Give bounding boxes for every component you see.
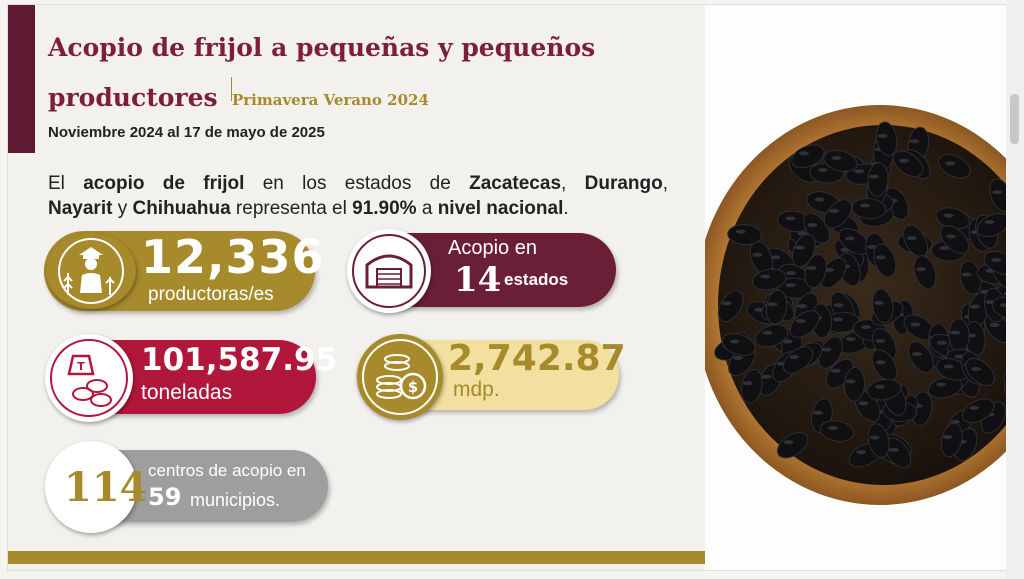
states-line1: Acopio en [448, 237, 537, 259]
intro-paragraph: El acopio de frijol en los estados de Za… [48, 173, 669, 219]
title-separator [231, 77, 232, 101]
farmer-icon [58, 238, 124, 304]
bottom-accent-bar [8, 551, 706, 564]
svg-text:$: $ [408, 378, 418, 396]
states-value: 14 [454, 260, 502, 300]
tonnes-label: toneladas [141, 381, 233, 404]
states-icon-circle [347, 229, 431, 313]
scrollbar[interactable] [1006, 0, 1024, 579]
money-value: 2,742.87 [448, 338, 626, 379]
beans-bowl-image [695, 5, 1006, 570]
period-label: Noviembre 2024 al 17 de mayo de 2025 [48, 124, 325, 141]
states-line2: estados [504, 270, 569, 289]
producers-icon-circle [46, 233, 136, 309]
tonnes-value: 101,587.95 [141, 342, 338, 378]
municipalities-value: 59 [148, 483, 182, 511]
tonnes-icon-circle: T [45, 334, 133, 422]
slide-title-line2: productores [48, 83, 218, 112]
season-label: Primavera Verano 2024 [232, 91, 429, 109]
centers-circle [45, 441, 137, 533]
money-label: mdp. [453, 378, 500, 401]
municipalities-label: municipios. [190, 490, 281, 510]
producers-label: productoras/es [148, 284, 274, 305]
scrollbar-thumb[interactable] [1010, 94, 1019, 144]
money-icon-circle: $ [357, 334, 443, 420]
centers-line1: centros de acopio en [148, 461, 306, 480]
slide-title-line1: Acopio de frijol a pequeñas y pequeños [48, 33, 596, 62]
producers-value: 12,336 [141, 230, 325, 284]
coins-icon: $ [362, 339, 438, 415]
centers-value: 114 [64, 464, 148, 511]
slide: Acopio de frijol a pequeñas y pequeños p… [7, 4, 1007, 571]
weight-beans-icon: T [50, 339, 128, 417]
accent-bar [8, 5, 35, 153]
svg-text:T: T [77, 360, 85, 373]
warehouse-icon [352, 234, 426, 308]
